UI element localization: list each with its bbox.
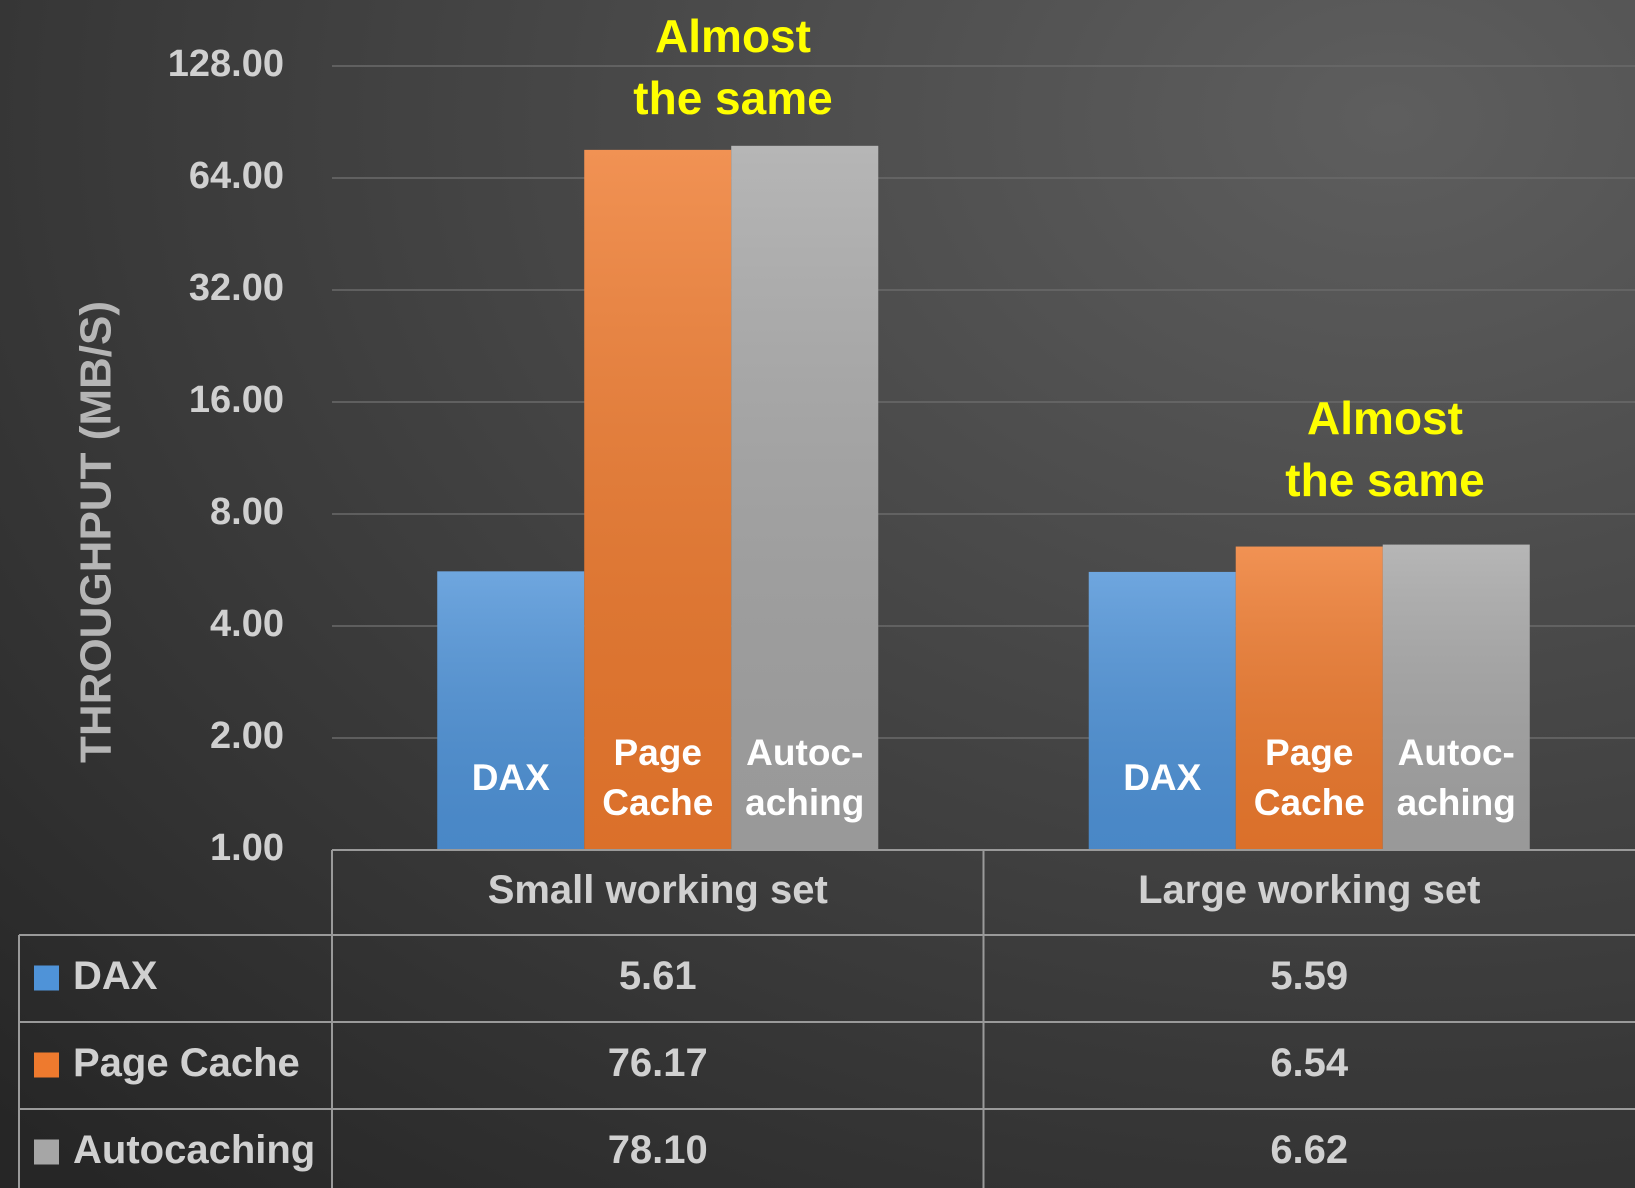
y-tick-label: 2.00 xyxy=(210,715,284,757)
annotation: Almost xyxy=(1307,392,1463,444)
y-axis-label: THROUGHPUT (MB/S) xyxy=(72,301,121,763)
y-tick-label: 1.00 xyxy=(210,827,284,869)
bar-shine xyxy=(584,149,732,850)
bar-label: DAX xyxy=(1123,757,1201,798)
table-value: 76.17 xyxy=(608,1041,708,1085)
bar-shine xyxy=(1382,544,1530,850)
table-value: 6.54 xyxy=(1270,1041,1349,1085)
legend-label: Autocaching xyxy=(73,1128,315,1172)
legend-swatch xyxy=(34,1052,59,1078)
bar-label: Cache xyxy=(602,782,713,823)
y-tick-label: 128.00 xyxy=(168,43,284,85)
annotation: the same xyxy=(1285,454,1484,506)
legend-swatch xyxy=(34,1139,59,1165)
legend-label: DAX xyxy=(73,954,158,998)
y-tick-label: 4.00 xyxy=(210,603,284,645)
legend-swatch xyxy=(34,965,59,991)
legend-label: Page Cache xyxy=(73,1041,300,1085)
x-tick-label: Small working set xyxy=(488,868,828,912)
bar-label: aching xyxy=(745,782,864,823)
bar-label: Page xyxy=(1265,732,1353,773)
y-tick-label: 16.00 xyxy=(189,379,284,421)
bar-shine xyxy=(437,571,585,850)
x-tick-label: Large working set xyxy=(1138,868,1480,912)
bar-shine xyxy=(1235,546,1383,850)
bar-label: Cache xyxy=(1254,782,1365,823)
bar-label: Autoc- xyxy=(746,732,863,773)
table-value: 78.10 xyxy=(608,1128,708,1172)
bar-label: DAX xyxy=(472,757,550,798)
annotation: the same xyxy=(633,72,832,124)
y-tick-label: 32.00 xyxy=(189,267,284,309)
table-value: 6.62 xyxy=(1270,1128,1348,1172)
y-tick-label: 64.00 xyxy=(189,155,284,197)
table-value: 5.59 xyxy=(1270,954,1348,998)
y-tick-label: 8.00 xyxy=(210,491,284,533)
table-value: 5.61 xyxy=(619,954,697,998)
annotation: Almost xyxy=(655,10,811,62)
bar-shine xyxy=(731,145,879,850)
bar-label: Autoc- xyxy=(1398,732,1515,773)
bar-label: Page xyxy=(614,732,702,773)
bar-label: aching xyxy=(1397,782,1516,823)
bar-shine xyxy=(1088,571,1236,850)
